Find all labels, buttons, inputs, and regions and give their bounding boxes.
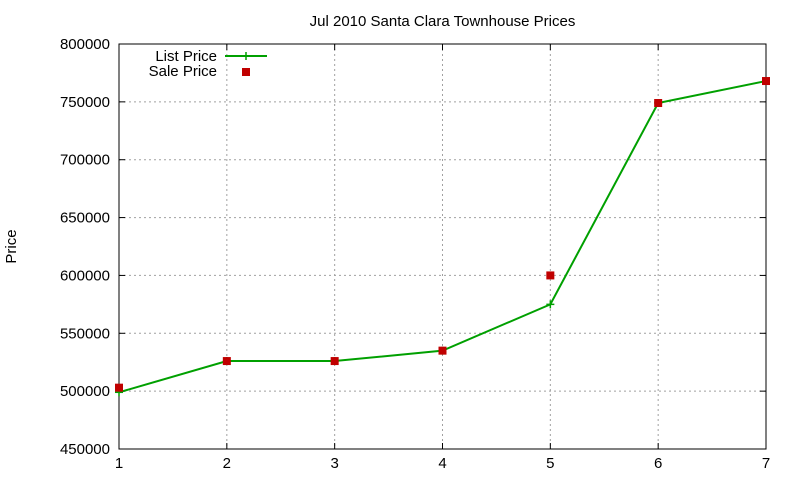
y-tick-label: 500000 xyxy=(60,383,110,400)
grid xyxy=(119,44,766,449)
y-tick-label: 800000 xyxy=(60,36,110,53)
y-tick-label: 750000 xyxy=(60,94,110,111)
y-tick-label: 700000 xyxy=(60,152,110,169)
x-tick-label: 7 xyxy=(762,455,770,472)
chart-title: Jul 2010 Santa Clara Townhouse Prices xyxy=(310,13,576,30)
y-tick-label: 650000 xyxy=(60,210,110,227)
legend-label-sale-price: Sale Price xyxy=(149,63,217,80)
sale-price-point xyxy=(438,346,447,355)
sale-price-point xyxy=(222,357,231,366)
x-tick-label: 6 xyxy=(654,455,662,472)
y-tick-label: 550000 xyxy=(60,325,110,342)
x-tick-label: 3 xyxy=(330,455,338,472)
y-tick-label: 600000 xyxy=(60,267,110,284)
axis-ticks: 450000 500000 550000 600000 650000 700000 7500… xyxy=(60,36,770,472)
legend-label-list-price: List Price xyxy=(155,48,217,65)
y-axis-label: Price xyxy=(3,229,20,263)
sale-price-point xyxy=(115,383,123,392)
x-tick-label: 4 xyxy=(438,455,446,472)
list-price-point xyxy=(546,300,555,309)
legend-swatch-sale-price xyxy=(242,68,250,76)
sale-price-point xyxy=(330,357,339,366)
x-tick-label: 1 xyxy=(115,455,123,472)
series xyxy=(115,77,770,397)
sale-price-point xyxy=(546,271,555,280)
sale-price-point xyxy=(762,77,770,86)
y-tick-label: 450000 xyxy=(60,441,110,458)
x-tick-label: 5 xyxy=(546,455,554,472)
x-tick-label: 2 xyxy=(223,455,231,472)
sale-price-point xyxy=(654,99,663,108)
